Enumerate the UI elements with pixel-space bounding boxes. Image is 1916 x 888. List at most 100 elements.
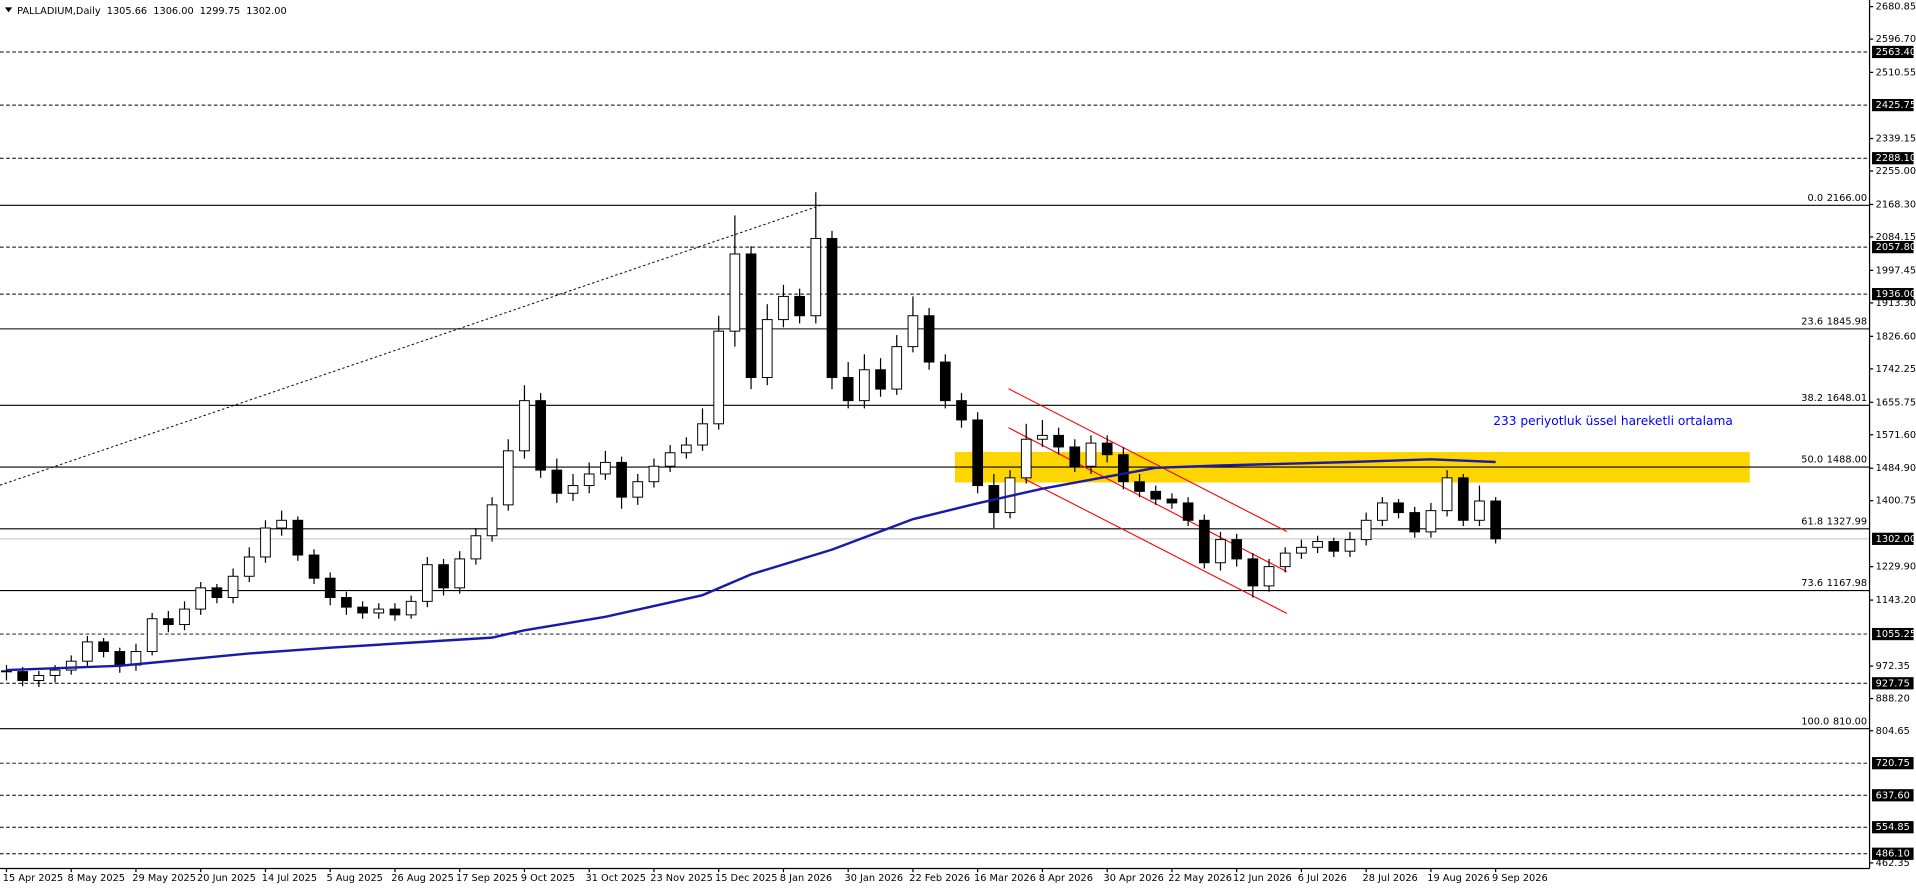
candle-body (1312, 541, 1323, 548)
current-price-label: 1302.00 (1876, 534, 1916, 545)
candle-body (664, 452, 676, 467)
fib-label: 38.2 1648.01 (1801, 393, 1867, 404)
y-tick-label: 1913.30 (1876, 298, 1916, 309)
candle-body (179, 608, 190, 626)
candle-body (308, 554, 320, 579)
y-tick-label: 1400.75 (1876, 496, 1916, 507)
candle-body (859, 369, 870, 402)
candle-body (470, 535, 482, 560)
level-label: 486.10 (1876, 849, 1910, 860)
candle-body (891, 346, 903, 390)
y-tick-label: 1143.20 (1876, 595, 1916, 606)
x-tick-label: 8 Jan 2026 (780, 873, 832, 884)
level-label: 720.75 (1876, 758, 1910, 769)
level-box (1872, 757, 1914, 770)
candle-body (907, 315, 919, 348)
candle-body (713, 330, 725, 425)
level-label: 554.85 (1876, 822, 1910, 833)
x-tick-label: 6 Jul 2026 (1298, 873, 1347, 884)
candle-body (1360, 519, 1372, 541)
candle-body (794, 295, 805, 317)
x-tick-label: 15 Dec 2025 (715, 873, 777, 884)
candle-body (1441, 477, 1453, 512)
fib-value: 1327.99 (1827, 516, 1867, 527)
x-tick-label: 8 Apr 2026 (1039, 873, 1093, 884)
level-box (1872, 240, 1914, 254)
candle-body (1166, 498, 1178, 504)
fib-label: 73.6 1167.98 (1801, 578, 1867, 589)
fib-value: 1488.00 (1827, 455, 1867, 466)
candle-body (1296, 546, 1307, 554)
x-tick-label: 26 Aug 2025 (391, 873, 454, 884)
candle-body (535, 400, 546, 471)
fib-value: 1845.98 (1827, 317, 1867, 328)
candle-body (923, 315, 935, 363)
candle-body (1474, 500, 1485, 521)
candle-body (1150, 490, 1162, 500)
candle-body (33, 674, 45, 681)
fib-ratio: 38.2 (1801, 393, 1823, 404)
fib-value: 1167.98 (1827, 578, 1867, 589)
candle-body (875, 369, 886, 390)
candle-body (1247, 558, 1259, 587)
candle-body (502, 450, 514, 506)
candle-body (616, 461, 627, 498)
candle-body (697, 423, 708, 446)
candle-body (486, 504, 498, 537)
y-tick-label: 2510.55 (1876, 67, 1916, 78)
y-tick-label: 1997.45 (1876, 265, 1916, 276)
candle-body (146, 618, 158, 653)
x-tick-label: 29 May 2025 (132, 873, 196, 884)
symbol: PALLADIUM,Daily (17, 6, 101, 17)
ohlc-value: 1299.75 (200, 6, 240, 17)
candle-body (211, 587, 223, 598)
level-box (1872, 288, 1914, 301)
candle-body (1037, 434, 1048, 440)
candle-body (632, 481, 644, 498)
candle-body (1328, 541, 1340, 552)
candle-body (600, 461, 611, 475)
y-tick-label: 2168.30 (1876, 199, 1916, 210)
candle-body (438, 564, 449, 589)
fib-label: 0.0 2166.00 (1808, 193, 1868, 204)
x-tick-label: 30 Apr 2026 (1104, 873, 1164, 884)
y-tick-label: 2339.15 (1876, 134, 1916, 145)
fib-ratio: 50.0 (1801, 455, 1823, 466)
candle-body (260, 527, 271, 558)
level-box (1872, 821, 1914, 834)
fib-ratio: 61.8 (1801, 516, 1823, 527)
level-box (1872, 847, 1914, 860)
level-box (1872, 45, 1914, 59)
level-box (1872, 677, 1914, 690)
candle-body (17, 671, 29, 681)
y-tick-label: 2680.85 (1876, 2, 1916, 13)
y-tick-label: 1742.25 (1876, 364, 1916, 375)
candle-body (826, 238, 838, 378)
annotation: 233 periyotluk üssel hareketli ortalama (1493, 414, 1733, 428)
fib-label: 23.6 1845.98 (1801, 317, 1867, 328)
y-tick-label: 1826.60 (1876, 331, 1916, 342)
candle-body (454, 558, 466, 589)
current-price-box (1872, 532, 1914, 545)
channel-line (1008, 388, 1288, 532)
level-label: 1055.25 (1876, 629, 1916, 640)
candle-body (1393, 502, 1404, 514)
ohlc-value: 1305.66 (107, 6, 147, 17)
x-tick-label: 16 Mar 2026 (974, 873, 1036, 884)
candle-body (162, 618, 174, 626)
candle-body (1069, 446, 1081, 467)
y-tick-label: 1655.75 (1876, 397, 1916, 408)
candle-body (519, 400, 530, 452)
candle-body (1231, 539, 1243, 560)
x-tick-label: 31 Oct 2025 (586, 873, 646, 884)
candle-body (98, 641, 109, 653)
candle-body (810, 238, 822, 317)
channel-line (1024, 478, 1288, 614)
x-tick-label: 22 Feb 2026 (909, 873, 970, 884)
candle-body (1198, 519, 1210, 564)
candle-body (1344, 539, 1356, 552)
x-tick-label: 17 Sep 2025 (456, 873, 518, 884)
fib-label: 50.0 1488.00 (1801, 455, 1867, 466)
